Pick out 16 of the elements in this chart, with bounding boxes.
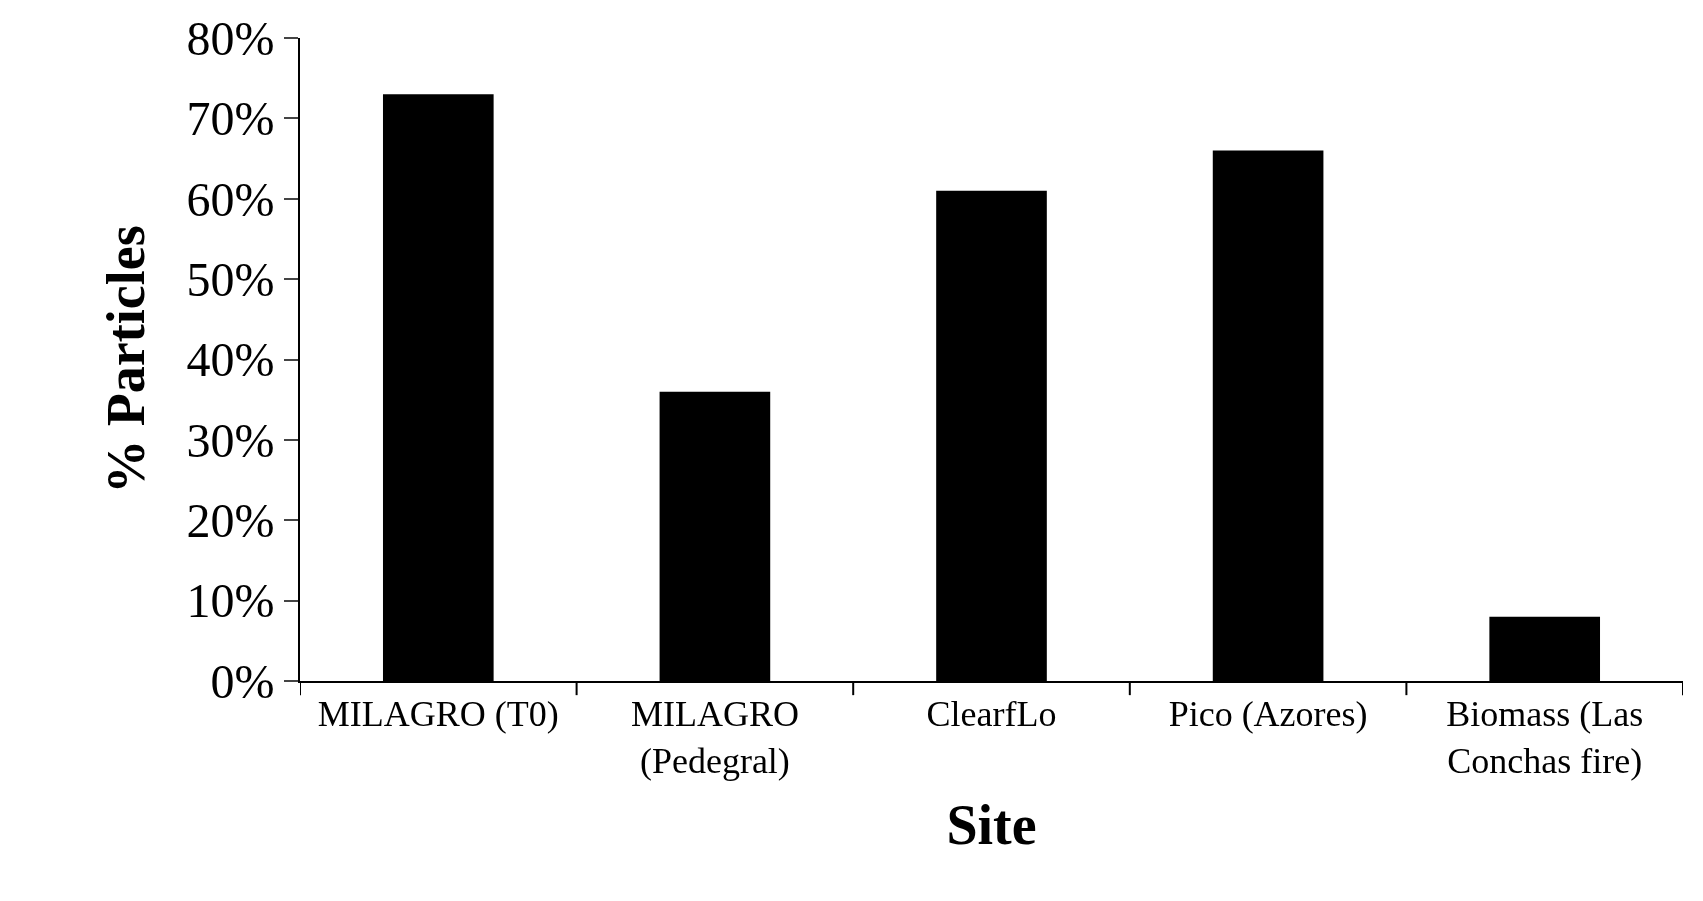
y-tick-label: 70% — [186, 92, 275, 146]
x-tick-label: MILAGRO (Pedegral) — [630, 694, 799, 781]
x-tick-label: ClearfLo — [926, 694, 1057, 735]
y-tick-label: 0% — [210, 654, 275, 708]
y-tick-label: 50% — [186, 252, 275, 306]
y-tick-label: 80% — [186, 11, 275, 65]
y-tick-label: 60% — [186, 172, 275, 226]
y-tick-label: 30% — [186, 413, 275, 467]
y-axis-title: % Particles — [95, 225, 156, 494]
x-tick-label: Pico (Azores) — [1168, 694, 1368, 735]
y-tick-label: 40% — [186, 333, 275, 387]
x-tick-label: MILAGRO (T0) — [317, 694, 559, 735]
y-tick-label: 20% — [186, 494, 275, 548]
x-axis-title: Site — [946, 794, 1037, 857]
y-tick-label: 10% — [186, 574, 275, 628]
x-tick-label: Biomass (Las Conchas fire) — [1446, 694, 1644, 781]
